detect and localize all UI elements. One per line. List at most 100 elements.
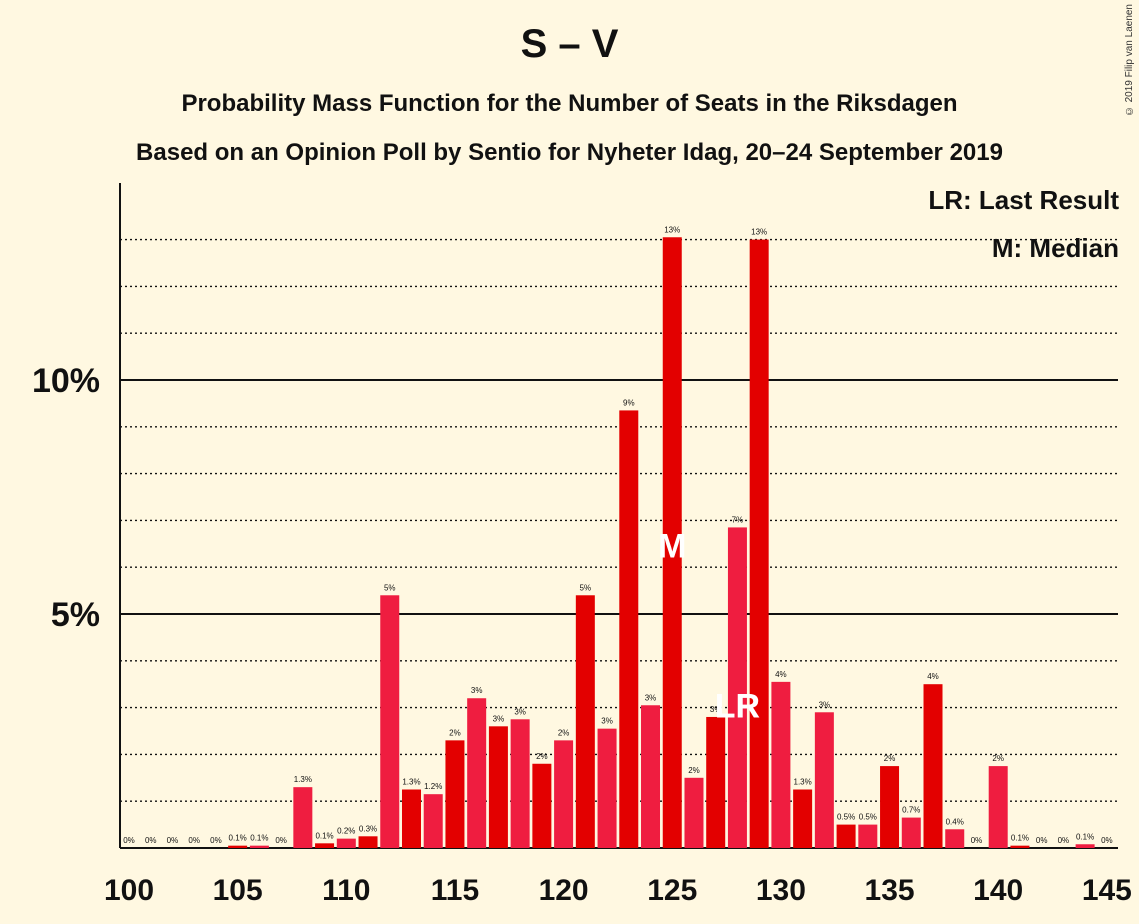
data-label-seat-127: 3%	[710, 705, 722, 714]
bar-seat-112	[380, 595, 400, 848]
legend-last-result: LR: Last Result	[928, 185, 1119, 215]
data-label-seat-137: 4%	[927, 672, 939, 681]
bar-seat-123	[619, 410, 639, 848]
bar-seat-108	[293, 787, 313, 848]
bar-seat-133	[836, 824, 856, 848]
bar-seat-131	[793, 789, 813, 848]
data-label-seat-134: 0.5%	[859, 813, 877, 822]
data-label-seat-125: 13%	[664, 225, 680, 234]
bar-seat-134	[858, 824, 878, 848]
data-label-seat-145: 0%	[1101, 836, 1113, 845]
data-label-seat-136: 0.7%	[902, 806, 920, 815]
bar-seat-127	[706, 716, 726, 848]
bar-seat-105	[228, 845, 248, 848]
x-tick-label: 115	[431, 874, 479, 907]
bar-seat-124	[641, 705, 661, 848]
data-label-seat-130: 4%	[775, 670, 787, 679]
bar-seat-119	[532, 763, 552, 848]
bar-seat-128	[727, 527, 747, 848]
bar-seat-121	[575, 595, 595, 848]
bar-seat-118	[510, 719, 530, 848]
legend-median: M: Median	[991, 233, 1119, 263]
bar-seat-136	[901, 817, 921, 848]
bar-seat-132	[814, 712, 834, 848]
data-label-seat-135: 2%	[884, 754, 896, 763]
chart-title: S – V	[520, 22, 619, 66]
data-label-seat-138: 0.4%	[946, 817, 964, 826]
data-label-seat-109: 0.1%	[315, 831, 333, 840]
data-label-seat-115: 2%	[449, 728, 461, 737]
bar-seat-117	[488, 726, 508, 848]
bar-seat-110	[336, 838, 356, 848]
data-label-seat-103: 0%	[188, 836, 200, 845]
bar-seat-141	[1010, 845, 1030, 848]
bar-seat-130	[771, 681, 791, 848]
median-marker: M	[658, 527, 686, 565]
data-label-seat-131: 1.3%	[794, 778, 812, 787]
x-tick-label: 140	[973, 874, 1023, 907]
data-label-seat-100: 0%	[123, 836, 135, 845]
data-label-seat-143: 0%	[1058, 836, 1070, 845]
data-label-seat-114: 1.2%	[424, 782, 442, 791]
x-tick-label: 125	[647, 874, 697, 907]
data-label-seat-142: 0%	[1036, 836, 1048, 845]
x-tick-label: 100	[104, 874, 154, 907]
bar-seat-109	[315, 843, 335, 848]
y-tick-label: 5%	[51, 596, 100, 634]
data-label-seat-110: 0.2%	[337, 827, 355, 836]
bar-seat-120	[554, 740, 574, 848]
data-label-seat-144: 0.1%	[1076, 832, 1094, 841]
data-label-seat-133: 0.5%	[837, 813, 855, 822]
x-tick-label: 145	[1082, 874, 1132, 907]
data-label-seat-119: 2%	[536, 752, 548, 761]
x-tick-label: 135	[865, 874, 915, 907]
data-label-seat-122: 3%	[601, 717, 613, 726]
x-tick-label: 105	[213, 874, 263, 907]
data-label-seat-108: 1.3%	[294, 775, 312, 784]
bar-seat-137	[923, 684, 943, 848]
data-label-seat-117: 3%	[493, 714, 505, 723]
data-label-seat-126: 2%	[688, 766, 700, 775]
data-label-seat-124: 3%	[645, 693, 657, 702]
data-label-seat-102: 0%	[167, 836, 179, 845]
bar-seat-126	[684, 777, 704, 848]
bar-seat-116	[467, 698, 487, 848]
x-tick-label: 120	[539, 874, 589, 907]
y-tick-label: 10%	[32, 362, 100, 400]
data-label-seat-107: 0%	[275, 836, 287, 845]
data-label-seat-104: 0%	[210, 836, 222, 845]
bar-seat-125	[662, 237, 682, 848]
data-label-seat-101: 0%	[145, 836, 157, 845]
data-label-seat-120: 2%	[558, 728, 570, 737]
chart-source-line: Based on an Opinion Poll by Sentio for N…	[136, 139, 1003, 166]
bar-seat-144	[1075, 844, 1095, 848]
data-label-seat-141: 0.1%	[1011, 834, 1029, 843]
data-label-seat-132: 3%	[819, 700, 831, 709]
bar-seat-111	[358, 836, 378, 848]
data-label-seat-121: 5%	[580, 583, 592, 592]
bar-seat-106	[249, 845, 269, 848]
x-tick-label: 130	[756, 874, 806, 907]
bar-seat-138	[945, 829, 965, 848]
data-label-seat-123: 9%	[623, 398, 635, 407]
bar-seat-135	[880, 766, 900, 848]
data-label-seat-128: 7%	[732, 515, 744, 524]
bar-seat-113	[401, 789, 421, 848]
data-label-seat-129: 13%	[751, 228, 767, 237]
bar-seat-122	[597, 728, 617, 848]
bar-seat-140	[988, 766, 1008, 848]
x-tick-label: 110	[322, 874, 370, 907]
chart-subtitle: Probability Mass Function for the Number…	[181, 90, 958, 117]
last-result-marker: LR	[715, 687, 760, 725]
bar-seat-114	[423, 794, 443, 848]
data-label-seat-118: 3%	[514, 707, 526, 716]
data-label-seat-116: 3%	[471, 686, 483, 695]
data-label-seat-112: 5%	[384, 583, 396, 592]
data-label-seat-113: 1.3%	[402, 778, 420, 787]
data-label-seat-139: 0%	[971, 836, 983, 845]
data-label-seat-105: 0.1%	[229, 834, 247, 843]
bar-seat-115	[445, 740, 465, 848]
data-label-seat-140: 2%	[992, 754, 1004, 763]
bar-seat-129	[749, 239, 769, 849]
